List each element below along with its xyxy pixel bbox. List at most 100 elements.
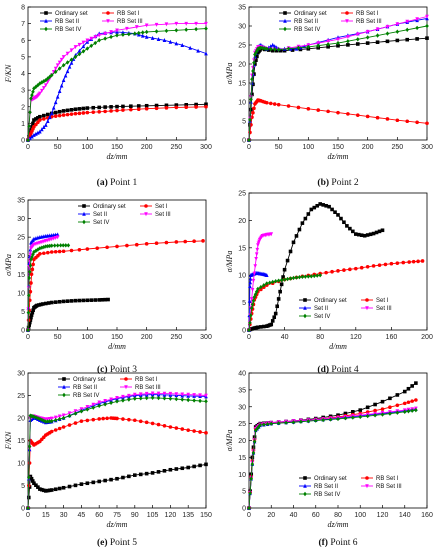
data-point (85, 298, 90, 303)
y-tick-label: 0 (242, 328, 246, 335)
data-point (38, 114, 42, 119)
data-point (389, 261, 394, 266)
data-point (365, 405, 370, 410)
data-point (61, 77, 66, 82)
x-axis-label: dz/mm (328, 152, 349, 161)
data-point (248, 283, 252, 288)
y-tick-label: 10 (17, 290, 25, 297)
data-point (297, 275, 302, 280)
data-point (251, 110, 255, 115)
data-point (79, 482, 84, 486)
series-line (27, 463, 207, 509)
data-point (129, 104, 133, 108)
data-point (69, 107, 74, 112)
data-point (69, 60, 74, 65)
data-point (254, 50, 258, 55)
x-tick-label: 15 (42, 512, 50, 519)
x-tick-label: 150 (111, 144, 123, 151)
data-point (162, 424, 167, 428)
legend-marker (303, 313, 307, 319)
data-point (336, 213, 340, 217)
data-point (34, 131, 38, 136)
data-point (253, 264, 258, 269)
legend-label: Set III (155, 212, 171, 218)
x-tick-label: 20 (267, 512, 275, 519)
legend-label: RB Set IV (73, 393, 99, 399)
data-point (57, 486, 62, 491)
x-tick-label: 140 (399, 512, 411, 519)
data-point (51, 236, 56, 241)
data-point (256, 325, 260, 330)
data-point (377, 229, 382, 234)
data-point (326, 44, 330, 49)
data-point (194, 21, 198, 26)
data-point (29, 476, 34, 481)
series-set-iv (247, 23, 429, 143)
legend: Ordinary set RB Set I RB Set II RB Set III R… (279, 11, 382, 33)
data-point (57, 109, 62, 114)
data-point (40, 80, 44, 85)
data-point (53, 300, 58, 304)
data-point (73, 107, 78, 112)
data-point (269, 322, 274, 327)
data-point (36, 116, 40, 120)
legend-marker (303, 305, 307, 310)
data-point (164, 106, 169, 110)
x-tick-label: 150 (200, 512, 212, 519)
data-point (156, 36, 161, 41)
data-point (330, 269, 334, 274)
data-point (375, 27, 380, 32)
data-point (32, 249, 36, 255)
data-point (192, 398, 196, 403)
data-point (296, 45, 301, 50)
data-point (103, 36, 107, 41)
data-point (28, 110, 32, 115)
y-tick-label: 35 (238, 387, 246, 394)
series-line (27, 28, 207, 141)
data-point (333, 210, 337, 214)
data-point (138, 419, 143, 424)
data-point (276, 47, 281, 52)
data-point (297, 227, 302, 232)
data-point (136, 107, 141, 111)
data-point (27, 323, 31, 327)
data-point (156, 391, 161, 396)
data-point (192, 429, 196, 433)
chart-p2: 0 50 100 150 200 250 300 0 5 10 15 20 25 30 35 σ/MPa dz/… (225, 5, 433, 189)
series-set-i (26, 239, 205, 332)
series-set-iv (26, 395, 208, 511)
y-tick-label: 25 (238, 43, 246, 50)
data-point (127, 31, 131, 37)
data-point (73, 421, 78, 425)
data-point (27, 269, 32, 275)
data-point (105, 245, 109, 250)
x-tick-label: 120 (377, 512, 389, 519)
data-point (65, 112, 70, 117)
data-point (198, 430, 202, 434)
series-set-iv (247, 407, 418, 511)
data-point (28, 252, 33, 257)
data-point (180, 397, 185, 402)
y-tick-label: 10 (238, 273, 246, 280)
data-point (49, 72, 54, 78)
data-point (365, 264, 370, 269)
data-point (248, 130, 252, 135)
legend-marker (144, 204, 148, 208)
data-point (315, 273, 320, 278)
y-tick-label: 15 (238, 455, 246, 462)
data-point (186, 392, 190, 397)
data-point (365, 41, 370, 45)
x-tick-label: 200 (421, 334, 433, 341)
data-point (266, 48, 271, 52)
data-point (255, 426, 259, 431)
data-point (249, 97, 253, 102)
data-point (276, 278, 281, 283)
data-point (69, 57, 74, 62)
data-point (253, 428, 258, 433)
x-tick-label: 105 (147, 512, 159, 519)
data-point (106, 297, 110, 302)
legend-marker (106, 11, 110, 15)
data-point (77, 247, 82, 252)
caption-tag: (b) (317, 177, 331, 188)
data-point (253, 52, 257, 57)
